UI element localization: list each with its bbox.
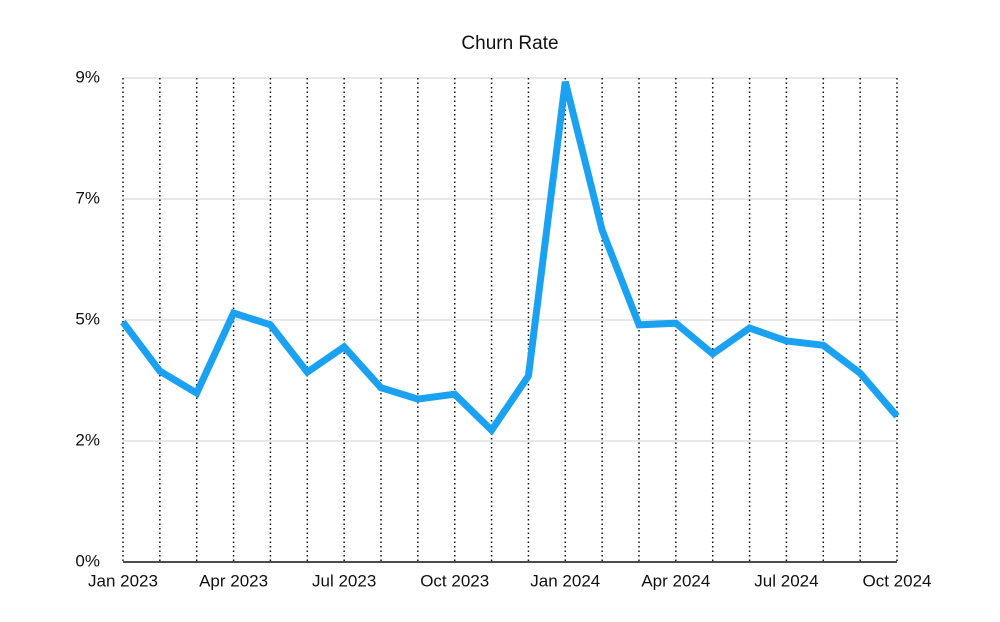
x-tick-label: Jan 2024 xyxy=(530,571,600,590)
y-tick-label: 5% xyxy=(75,309,100,328)
x-tick-label: Apr 2024 xyxy=(641,571,710,590)
x-tick-label: Oct 2024 xyxy=(863,571,932,590)
chart-title: Churn Rate xyxy=(461,33,558,54)
x-tick-label: Jul 2024 xyxy=(754,571,818,590)
y-tick-label: 0% xyxy=(75,551,100,570)
y-tick-label: 7% xyxy=(75,188,100,207)
x-tick-label: Apr 2023 xyxy=(199,571,268,590)
y-tick-label: 9% xyxy=(75,67,100,86)
y-tick-label: 2% xyxy=(75,430,100,449)
x-tick-label: Jan 2023 xyxy=(88,571,158,590)
x-tick-label: Oct 2023 xyxy=(420,571,489,590)
x-tick-label: Jul 2023 xyxy=(312,571,376,590)
series-line xyxy=(120,80,900,436)
